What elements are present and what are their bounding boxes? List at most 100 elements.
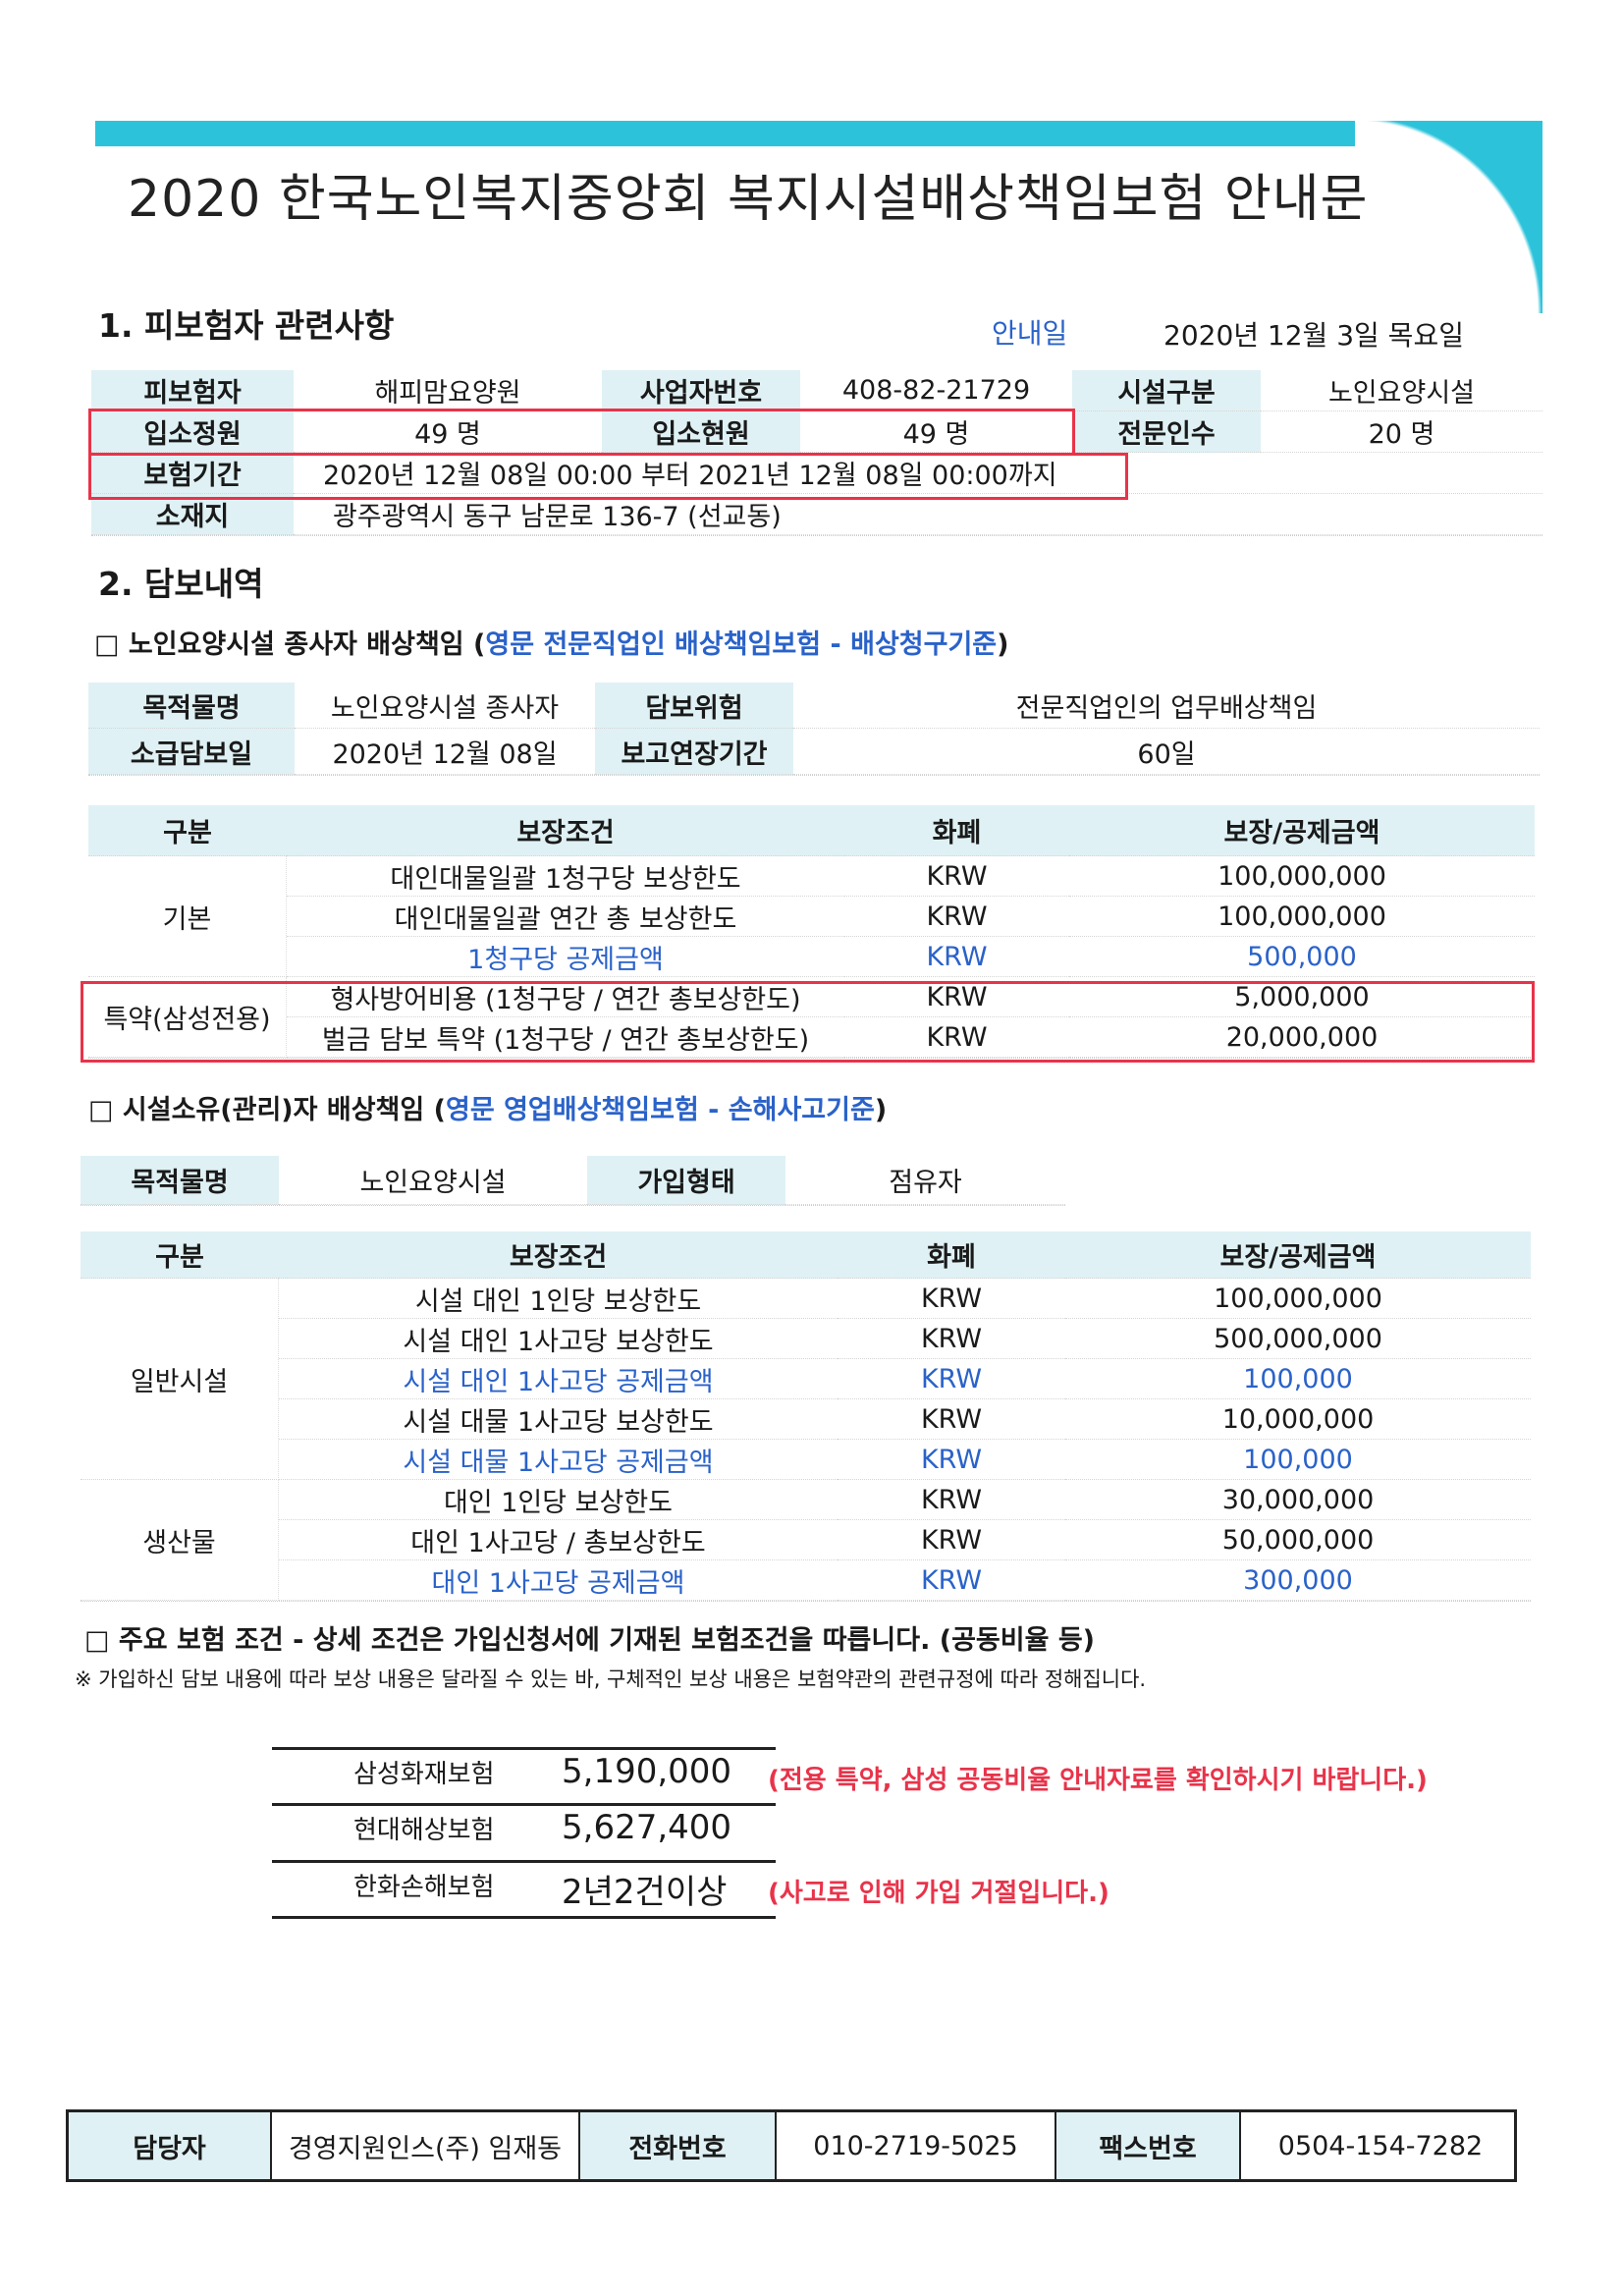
- field-label: 가입형태: [587, 1156, 785, 1205]
- field-value: 408-82-21729: [800, 370, 1072, 411]
- footer-label: 담당자: [69, 2112, 272, 2179]
- conditions-heading: □ 주요 보험 조건 - 상세 조건은 가입신청서에 기재된 보험조건을 따릅니…: [84, 1625, 1096, 1656]
- field-label: 시설구분: [1072, 370, 1261, 411]
- coverage-condition: 벌금 담보 특약 (1청구당 / 연간 총보상한도): [287, 1017, 844, 1058]
- highlight-box: [88, 409, 1075, 456]
- amount: 50,000,000: [1065, 1520, 1531, 1560]
- amount: 100,000: [1065, 1440, 1531, 1480]
- contact-footer: 담당자 경영지원인스(주) 임재동 전화번호 010-2719-5025 팩스번호 050…: [66, 2109, 1517, 2182]
- field-label: 목적물명: [88, 683, 295, 729]
- currency: KRW: [838, 1520, 1065, 1560]
- professional-info-table: 목적물명 노인요양시설 종사자 담보위험 전문직업인의 업무배상책임 소급담보일 2020…: [88, 683, 1540, 776]
- currency: KRW: [844, 1017, 1069, 1058]
- header-banner-curve: [1355, 121, 1542, 313]
- field-value: 49 명: [294, 411, 602, 453]
- field-value: 광주광역시 동구 남문로 136-7 (선교동): [294, 494, 1542, 535]
- coverage-condition: 시설 대물 1사고당 공제금액: [279, 1440, 838, 1480]
- coverage-condition: 형사방어비용 (1청구당 / 연간 총보상한도): [287, 977, 844, 1017]
- amount: 100,000: [1065, 1359, 1531, 1399]
- currency: KRW: [838, 1440, 1065, 1480]
- row-group-label: 기본: [88, 856, 287, 977]
- insurer-name: 삼성화재보험: [353, 1760, 495, 1789]
- coverage-condition: 시설 대인 1사고당 공제금액: [279, 1359, 838, 1399]
- notice-date: 2020년 12월 3일 목요일: [1163, 319, 1464, 352]
- field-label: 전문인수: [1072, 411, 1261, 453]
- insurer-name: 현대해상보험: [353, 1816, 495, 1845]
- divider: [272, 1747, 776, 1750]
- field-label: 담보위험: [595, 683, 793, 729]
- currency: KRW: [838, 1480, 1065, 1520]
- section1-heading: 1. 피보험자 관련사항: [98, 306, 395, 345]
- field-label: 소재지: [91, 494, 294, 535]
- row-group-label: 일반시설: [81, 1279, 279, 1480]
- conditions-note: ※ 가입하신 담보 내용에 따라 보상 내용은 달라질 수 있는 바, 구체적인…: [75, 1667, 1147, 1691]
- sub1-suffix: ): [997, 629, 1009, 660]
- row-group-label: 생산물: [81, 1480, 279, 1601]
- field-label: 피보험자: [91, 370, 294, 411]
- currency: KRW: [844, 897, 1069, 937]
- field-label: 입소정원: [91, 411, 294, 453]
- field-value: 전문직업인의 업무배상책임: [793, 683, 1540, 729]
- field-value: 2020년 12월 08일 00:00 부터 2021년 12월 08일 00:…: [294, 453, 1542, 494]
- amount: 300,000: [1065, 1560, 1531, 1601]
- sub1-prefix: □ 노인요양시설 종사자 배상책임 (: [94, 629, 486, 660]
- divider: [272, 1803, 776, 1806]
- footer-value: 0504-154-7282: [1277, 2130, 1484, 2161]
- sub1-type: 영문 전문직업인 배상책임보험 - 배상청구기준: [485, 629, 998, 660]
- field-value: 해피맘요양원: [294, 370, 602, 411]
- coverage-condition: 대인 1사고당 / 총보상한도: [279, 1520, 838, 1560]
- field-label: 소급담보일: [88, 729, 295, 775]
- amount: 30,000,000: [1065, 1480, 1531, 1520]
- amount: 500,000,000: [1065, 1319, 1531, 1359]
- footer-value: 010-2719-5025: [777, 2112, 1056, 2179]
- coverage-condition: 시설 대물 1사고당 보상한도: [279, 1399, 838, 1440]
- field-label: 사업자번호: [602, 370, 800, 411]
- premium-remark: (사고로 인해 가입 거절입니다.): [768, 1879, 1109, 1908]
- field-value: 60일: [793, 729, 1540, 775]
- footer-label: 전화번호: [580, 2112, 777, 2179]
- currency: KRW: [838, 1560, 1065, 1601]
- currency: KRW: [838, 1359, 1065, 1399]
- sub2-prefix: □ 시설소유(관리)자 배상책임 (: [88, 1095, 446, 1125]
- amount: 10,000,000: [1065, 1399, 1531, 1440]
- field-value: 노인요양시설: [1261, 370, 1542, 411]
- highlight-box: [81, 981, 1535, 1063]
- footer-value: 경영지원인스(주) 임재동: [272, 2112, 580, 2179]
- amount: 100,000,000: [1065, 1279, 1531, 1319]
- amount: 500,000: [1069, 937, 1535, 977]
- currency: KRW: [838, 1319, 1065, 1359]
- coverage-condition: 대인 1사고당 공제금액: [279, 1560, 838, 1601]
- coverage-condition: 대인대물일괄 연간 총 보상한도: [287, 897, 844, 937]
- field-value: 20 명: [1261, 411, 1542, 453]
- currency: KRW: [844, 977, 1069, 1017]
- coverage-condition: 1청구당 공제금액: [287, 937, 844, 977]
- currency: KRW: [844, 856, 1069, 897]
- field-value: 49 명: [800, 411, 1072, 453]
- currency: KRW: [844, 937, 1069, 977]
- amount: 100,000,000: [1069, 856, 1535, 897]
- header-banner: [95, 121, 1542, 146]
- field-label: 보고연장기간: [595, 729, 793, 775]
- page-title: 2020 한국노인복지중앙회 복지시설배상책임보험 안내문: [128, 170, 1369, 229]
- column-header: 보장조건: [287, 805, 844, 856]
- column-header: 화폐: [844, 805, 1069, 856]
- premium-value: 5,627,400: [562, 1808, 732, 1847]
- column-header: 보장/공제금액: [1065, 1231, 1531, 1279]
- facility-coverage-table: 구분 보장조건 화폐 보장/공제금액 일반시설 시설 대인 1인당 보상한도 KRW 100,…: [81, 1231, 1531, 1602]
- row-group-label: 특약(삼성전용): [88, 977, 287, 1058]
- coverage-condition: 시설 대인 1사고당 보상한도: [279, 1319, 838, 1359]
- column-header: 보장/공제금액: [1069, 805, 1535, 856]
- premium-value: 2년2건이상: [562, 1873, 728, 1912]
- currency: KRW: [838, 1399, 1065, 1440]
- professional-coverage-table: 구분 보장조건 화폐 보장/공제금액 기본 대인대물일괄 1청구당 보상한도 KRW 100,…: [88, 805, 1535, 1059]
- section2-heading: 2. 담보내역: [98, 565, 264, 603]
- sub2-type: 영문 영업배상책임보험 - 손해사고기준: [445, 1095, 875, 1125]
- amount: 5,000,000: [1069, 977, 1535, 1017]
- notice-date-label: 안내일: [992, 317, 1068, 350]
- column-header: 구분: [88, 805, 287, 856]
- currency: KRW: [838, 1279, 1065, 1319]
- facility-info-table: 목적물명 노인요양시설 가입형태 점유자: [81, 1156, 1065, 1206]
- coverage-condition: 시설 대인 1인당 보상한도: [279, 1279, 838, 1319]
- column-header: 구분: [81, 1231, 279, 1279]
